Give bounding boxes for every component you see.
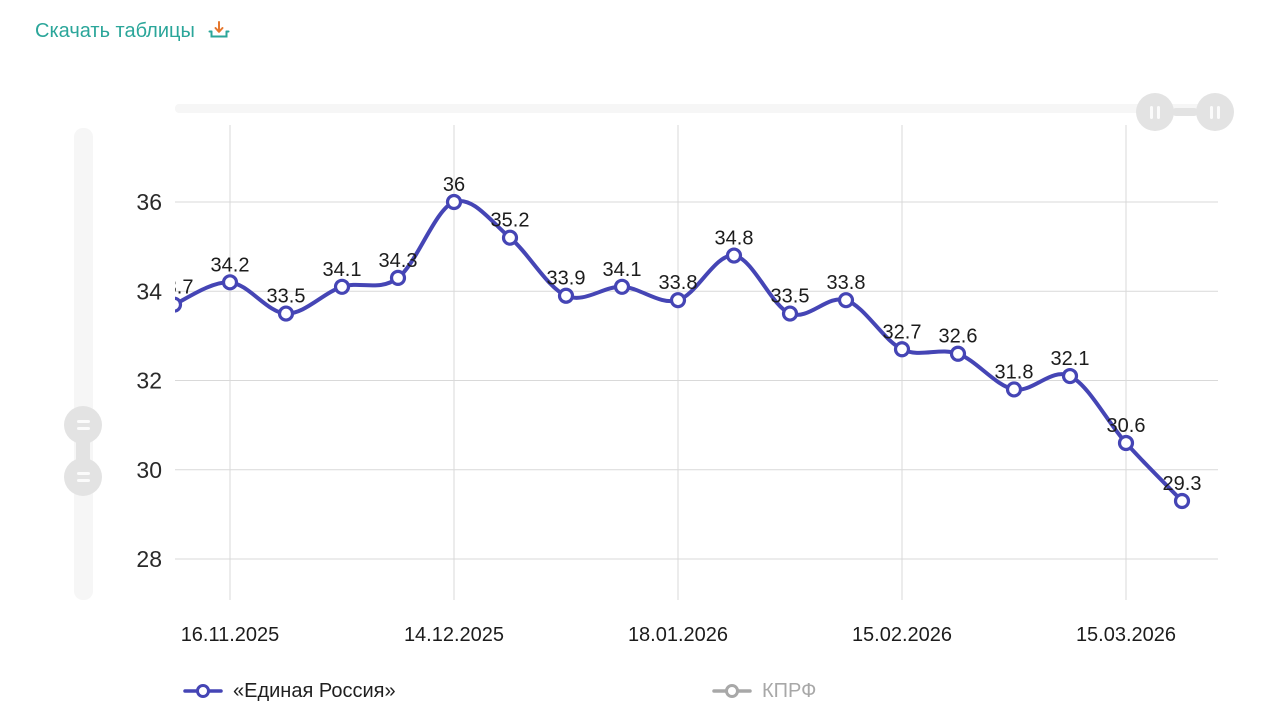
y-axis-tick-label: 28 [136,546,162,572]
data-point-label: 29.3 [1163,473,1202,495]
data-point-label: 34.3 [379,250,418,272]
y-axis-tick-label: 32 [136,368,162,394]
data-point-label: 33.5 [267,286,306,308]
data-point-marker[interactable] [949,345,967,362]
data-point-marker[interactable] [1173,492,1191,510]
grip-lines-icon [76,427,90,430]
data-point-marker[interactable] [501,229,519,246]
grip-lines-icon [1150,105,1153,119]
data-point-label: 33.5 [771,286,810,308]
data-point-marker[interactable] [669,292,687,309]
data-point-label: 35.2 [491,210,530,232]
data-point-label: 32.6 [939,326,978,348]
y-axis-tick-label: 34 [136,278,162,304]
x-axis-tick-label: 15.03.2026 [1076,624,1176,646]
data-point-marker[interactable] [893,341,911,358]
legend-line-marker-icon [712,684,752,698]
download-tables-link[interactable]: Скачать таблицы [35,19,231,43]
data-point-label: 32.7 [883,321,922,343]
data-point-label: 34.1 [603,259,642,281]
data-point-label: 32.1 [1051,348,1090,370]
legend-label: «Единая Россия» [233,679,396,702]
grip-lines-icon [1157,105,1160,119]
horizontal-zoom-connector[interactable] [1172,108,1198,116]
y-axis-tick-label: 30 [136,457,162,483]
data-point-marker[interactable] [613,278,631,295]
download-icon [208,21,230,38]
vertical-zoom-handle-top[interactable] [64,406,102,444]
vertical-zoom-handle-bottom[interactable] [64,458,102,496]
data-point-label: 33.8 [827,272,866,294]
data-point-label: 34.8 [715,228,754,250]
data-point-label: 33.7 [155,277,194,299]
data-point-marker[interactable] [781,305,799,322]
data-point-marker[interactable] [168,296,183,313]
data-point-marker[interactable] [1061,367,1079,385]
data-point-marker[interactable] [221,274,239,291]
horizontal-zoom-handle-right[interactable] [1196,93,1234,131]
x-axis-tick-label: 14.12.2025 [404,624,504,646]
data-point-label: 30.6 [1107,415,1146,437]
data-point-marker[interactable] [333,278,351,295]
data-point-label: 33.9 [547,268,586,290]
x-axis-tick-label: 18.01.2026 [628,624,728,646]
horizontal-zoom-track[interactable] [175,104,1232,113]
data-point-label: 34.2 [211,254,250,276]
legend-line-marker-icon [183,684,223,698]
grip-lines-icon [76,479,90,482]
grip-lines-icon [76,472,90,475]
data-point-marker[interactable] [1117,434,1135,452]
download-tables-label: Скачать таблицы [35,19,195,42]
data-point-label: 33.8 [659,272,698,294]
data-point-marker[interactable] [725,247,743,264]
data-point-label: 34.1 [323,259,362,281]
data-point-label: 31.8 [995,361,1034,383]
data-point-marker[interactable] [837,292,855,309]
data-point-marker[interactable] [1005,381,1023,398]
legend-item-kprf[interactable]: КПРФ [712,676,816,706]
data-point-marker[interactable] [277,305,295,322]
legend-label: КПРФ [762,679,817,702]
x-axis-tick-label: 16.11.2025 [181,624,280,646]
y-axis-tick-label: 36 [136,189,162,215]
grip-lines-icon [76,420,90,423]
x-axis-tick-label: 15.02.2026 [852,624,952,646]
horizontal-zoom-handle-left[interactable] [1136,93,1174,131]
grip-lines-icon [1217,105,1220,119]
data-point-marker[interactable] [389,269,407,286]
data-point-marker[interactable] [445,193,463,211]
data-point-marker[interactable] [557,287,575,304]
legend-item-edinaya-rossiya[interactable]: «Единая Россия» [183,676,396,706]
grip-lines-icon [1210,105,1213,119]
data-point-label: 36 [443,174,465,196]
